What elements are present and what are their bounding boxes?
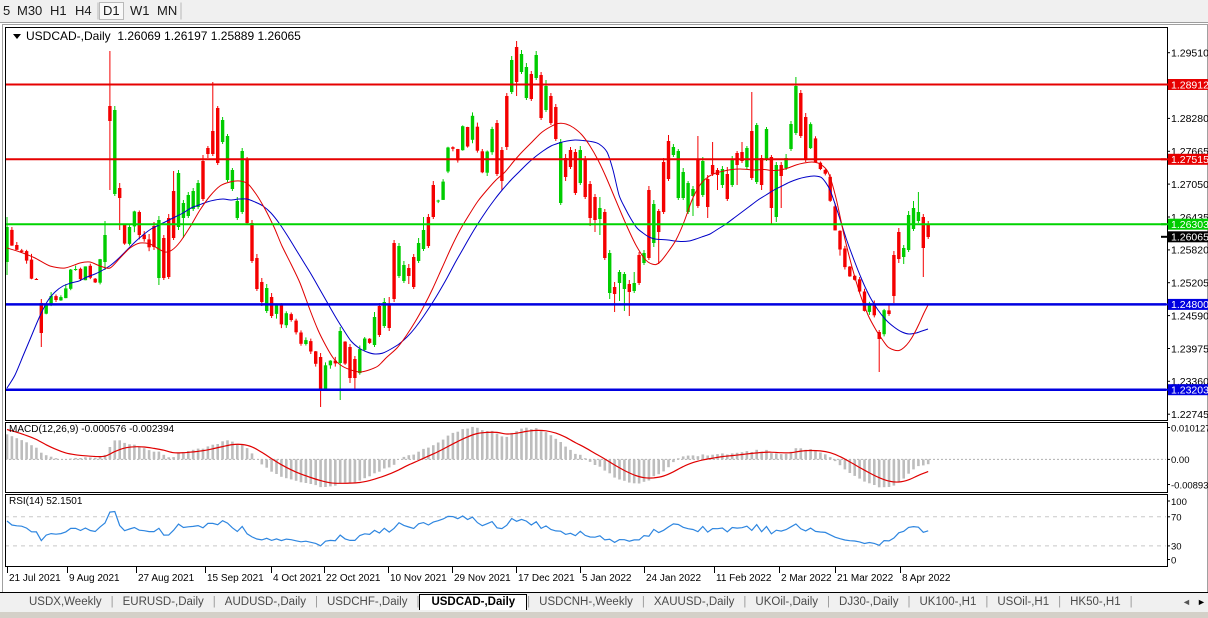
svg-text:1.25820: 1.25820 <box>1171 245 1208 257</box>
svg-text:H1: H1 <box>50 3 67 18</box>
svg-text:27 Aug 2021: 27 Aug 2021 <box>138 573 195 584</box>
svg-text:1.24590: 1.24590 <box>1171 310 1208 322</box>
svg-text:0.00: 0.00 <box>1171 455 1190 466</box>
svg-text:8 Apr 2022: 8 Apr 2022 <box>902 573 951 584</box>
svg-text:1.26303: 1.26303 <box>1171 219 1208 231</box>
svg-text:H4: H4 <box>75 3 92 18</box>
svg-text:9 Aug 2021: 9 Aug 2021 <box>69 573 120 584</box>
svg-text:MACD(12,26,9) -0.000576 -0.002: MACD(12,26,9) -0.000576 -0.002394 <box>9 424 175 435</box>
svg-text:W1: W1 <box>130 3 150 18</box>
svg-text:1.23975: 1.23975 <box>1171 343 1208 355</box>
svg-text:M30: M30 <box>17 3 42 18</box>
svg-text:5 Jan 2022: 5 Jan 2022 <box>582 573 632 584</box>
svg-text:2 Mar 2022: 2 Mar 2022 <box>781 573 832 584</box>
svg-text:1.29510: 1.29510 <box>1171 48 1208 60</box>
svg-text:1.23203: 1.23203 <box>1171 385 1208 397</box>
svg-text:D1: D1 <box>103 3 120 18</box>
svg-text:RSI(14) 52.1501: RSI(14) 52.1501 <box>9 496 83 507</box>
svg-text:1.28280: 1.28280 <box>1171 113 1208 125</box>
svg-text:-0.008939: -0.008939 <box>1171 480 1208 491</box>
svg-text:100: 100 <box>1171 497 1187 508</box>
svg-text:1.27050: 1.27050 <box>1171 179 1208 191</box>
svg-text:21 Jul 2021: 21 Jul 2021 <box>9 573 61 584</box>
svg-text:17 Dec 2021: 17 Dec 2021 <box>518 573 575 584</box>
svg-text:10 Nov 2021: 10 Nov 2021 <box>390 573 447 584</box>
svg-text:30: 30 <box>1171 542 1182 553</box>
svg-text:1.22745: 1.22745 <box>1171 409 1208 421</box>
svg-text:0: 0 <box>1171 555 1176 566</box>
svg-text:70: 70 <box>1171 513 1182 524</box>
svg-text:11 Feb 2022: 11 Feb 2022 <box>716 573 772 584</box>
svg-text:1.27515: 1.27515 <box>1171 154 1208 166</box>
svg-text:24 Jan 2022: 24 Jan 2022 <box>646 573 701 584</box>
svg-text:1.25205: 1.25205 <box>1171 278 1208 290</box>
svg-text:21 Mar 2022: 21 Mar 2022 <box>837 573 894 584</box>
svg-text:29 Nov 2021: 29 Nov 2021 <box>454 573 511 584</box>
svg-text:MN: MN <box>157 3 177 18</box>
svg-text:4 Oct 2021: 4 Oct 2021 <box>273 573 322 584</box>
svg-text:USDCAD-,Daily 1.26069 1.26197: USDCAD-,Daily 1.26069 1.26197 1.25889 1.… <box>26 29 301 43</box>
svg-text:15 Sep 2021: 15 Sep 2021 <box>207 573 264 584</box>
svg-text:0.010127: 0.010127 <box>1171 423 1208 434</box>
svg-text:5: 5 <box>3 3 10 18</box>
svg-text:1.24800: 1.24800 <box>1171 299 1208 311</box>
svg-text:1.26065: 1.26065 <box>1171 232 1208 244</box>
svg-text:22 Oct 2021: 22 Oct 2021 <box>326 573 381 584</box>
svg-text:1.28912: 1.28912 <box>1171 79 1208 91</box>
